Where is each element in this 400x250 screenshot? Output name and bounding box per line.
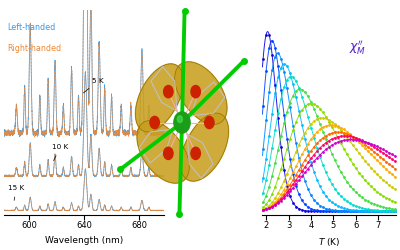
- Circle shape: [191, 147, 200, 160]
- Polygon shape: [137, 120, 189, 183]
- Text: $\chi_M''$: $\chi_M''$: [349, 38, 366, 56]
- Circle shape: [177, 116, 182, 122]
- Text: Right-handed: Right-handed: [7, 44, 61, 53]
- Circle shape: [164, 147, 173, 160]
- Text: 15 K: 15 K: [8, 186, 24, 200]
- Circle shape: [205, 116, 214, 128]
- Polygon shape: [136, 64, 184, 132]
- Text: 5 K: 5 K: [83, 78, 104, 93]
- Text: 10 K: 10 K: [52, 144, 68, 160]
- X-axis label: $T$ (K): $T$ (K): [318, 236, 340, 248]
- Polygon shape: [180, 113, 228, 181]
- Polygon shape: [175, 62, 227, 124]
- Circle shape: [191, 86, 200, 98]
- Circle shape: [164, 86, 173, 98]
- X-axis label: Wavelength (nm): Wavelength (nm): [45, 236, 123, 245]
- Circle shape: [174, 112, 190, 133]
- Text: Left-handed: Left-handed: [7, 24, 56, 32]
- Circle shape: [150, 116, 159, 128]
